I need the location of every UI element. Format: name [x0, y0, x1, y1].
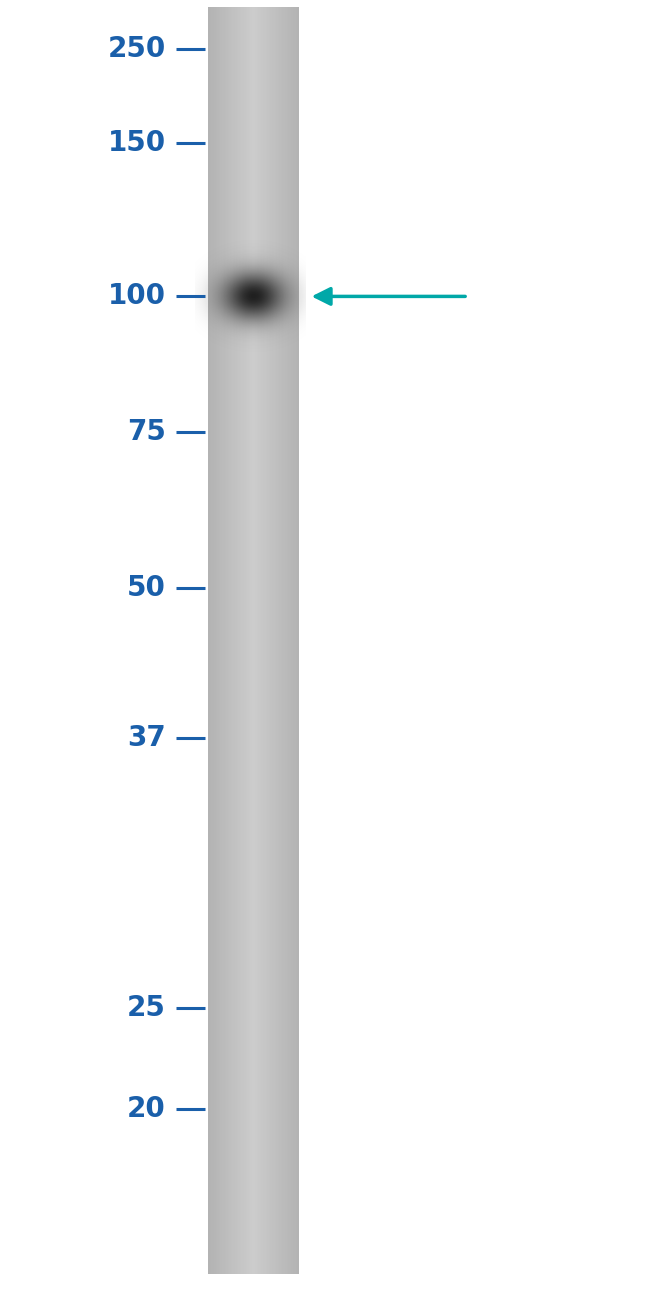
- Bar: [250, 6, 252, 1274]
- Bar: [225, 6, 226, 1274]
- Bar: [267, 6, 268, 1274]
- Bar: [268, 6, 270, 1274]
- Bar: [263, 6, 264, 1274]
- Bar: [270, 6, 272, 1274]
- Bar: [266, 6, 267, 1274]
- Bar: [293, 6, 294, 1274]
- Bar: [284, 6, 285, 1274]
- Bar: [222, 6, 223, 1274]
- Bar: [244, 6, 246, 1274]
- Bar: [214, 6, 216, 1274]
- Bar: [223, 6, 225, 1274]
- Bar: [211, 6, 213, 1274]
- Bar: [289, 6, 290, 1274]
- Text: 250: 250: [107, 35, 166, 64]
- Bar: [249, 6, 250, 1274]
- Bar: [231, 6, 232, 1274]
- Bar: [243, 6, 244, 1274]
- Text: 150: 150: [108, 129, 166, 157]
- Bar: [272, 6, 273, 1274]
- Bar: [294, 6, 296, 1274]
- Bar: [282, 6, 284, 1274]
- Bar: [229, 6, 231, 1274]
- Bar: [280, 6, 281, 1274]
- Bar: [261, 6, 263, 1274]
- Bar: [218, 6, 220, 1274]
- Text: 100: 100: [108, 282, 166, 311]
- Bar: [296, 6, 298, 1274]
- Text: 75: 75: [127, 417, 166, 446]
- Bar: [291, 6, 293, 1274]
- Text: 20: 20: [127, 1095, 166, 1123]
- Text: 50: 50: [127, 573, 166, 602]
- Bar: [255, 6, 257, 1274]
- Bar: [208, 6, 209, 1274]
- Bar: [241, 6, 243, 1274]
- Bar: [248, 6, 249, 1274]
- Bar: [232, 6, 234, 1274]
- Bar: [213, 6, 214, 1274]
- Bar: [216, 6, 217, 1274]
- Bar: [258, 6, 259, 1274]
- Bar: [254, 6, 255, 1274]
- Bar: [264, 6, 266, 1274]
- Bar: [209, 6, 211, 1274]
- Bar: [240, 6, 241, 1274]
- Bar: [281, 6, 282, 1274]
- Bar: [290, 6, 291, 1274]
- Bar: [259, 6, 261, 1274]
- Text: 25: 25: [127, 993, 166, 1022]
- Bar: [278, 6, 280, 1274]
- Bar: [217, 6, 218, 1274]
- Bar: [298, 6, 299, 1274]
- Bar: [287, 6, 289, 1274]
- Bar: [257, 6, 258, 1274]
- Bar: [226, 6, 228, 1274]
- Bar: [234, 6, 235, 1274]
- Bar: [220, 6, 222, 1274]
- Bar: [252, 6, 254, 1274]
- Bar: [227, 6, 229, 1274]
- Text: 37: 37: [127, 724, 166, 753]
- Bar: [246, 6, 248, 1274]
- Bar: [285, 6, 287, 1274]
- Bar: [235, 6, 237, 1274]
- Bar: [276, 6, 278, 1274]
- Bar: [237, 6, 239, 1274]
- Bar: [275, 6, 276, 1274]
- Bar: [273, 6, 275, 1274]
- Bar: [239, 6, 240, 1274]
